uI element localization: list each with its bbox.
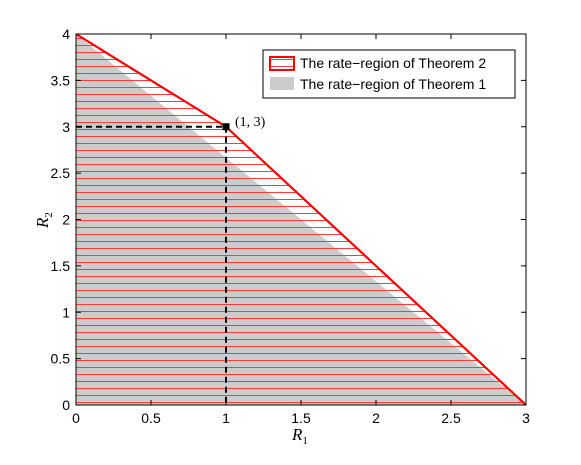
y-tick-label: 2 [62, 212, 70, 228]
x-tick-label: 2.5 [441, 410, 461, 426]
legend-entry-theorem2: The rate−region of Theorem 2 [300, 55, 486, 71]
y-tick-label: 0.5 [51, 351, 71, 367]
y-tick-label: 4 [62, 26, 70, 42]
y-tick-label: 2.5 [51, 165, 71, 181]
y-tick-label: 1.5 [51, 258, 71, 274]
legend-entry-theorem1: The rate−region of Theorem 1 [300, 76, 486, 92]
x-tick-label: 3 [522, 410, 530, 426]
x-axis-ticks: 0 0.5 1 1.5 2 2.5 3 [72, 34, 530, 426]
legend-box [262, 49, 516, 99]
legend-swatch-theorem2 [269, 56, 295, 71]
legend-swatch-theorem1 [270, 77, 294, 90]
x-tick-label: 0 [72, 410, 80, 426]
y-axis-ticks: 0 0.5 1 1.5 2 2.5 3 3.5 4 [51, 26, 526, 413]
corner-point-label: (1, 3) [235, 115, 266, 130]
x-tick-label: 1.5 [291, 410, 311, 426]
x-tick-label: 2 [372, 410, 380, 426]
corner-point-marker [222, 123, 230, 131]
y-tick-label: 1 [62, 304, 70, 320]
y-tick-label: 3 [62, 119, 70, 135]
y-axis-title: R2 [33, 212, 55, 229]
x-axis-title: R1 [291, 425, 308, 447]
legend: The rate−region of Theorem 2 The rate−re… [262, 49, 516, 99]
x-tick-label: 1 [222, 410, 230, 426]
y-tick-label: 3.5 [51, 72, 71, 88]
x-tick-label: 0.5 [141, 410, 161, 426]
y-tick-label: 0 [62, 397, 70, 413]
